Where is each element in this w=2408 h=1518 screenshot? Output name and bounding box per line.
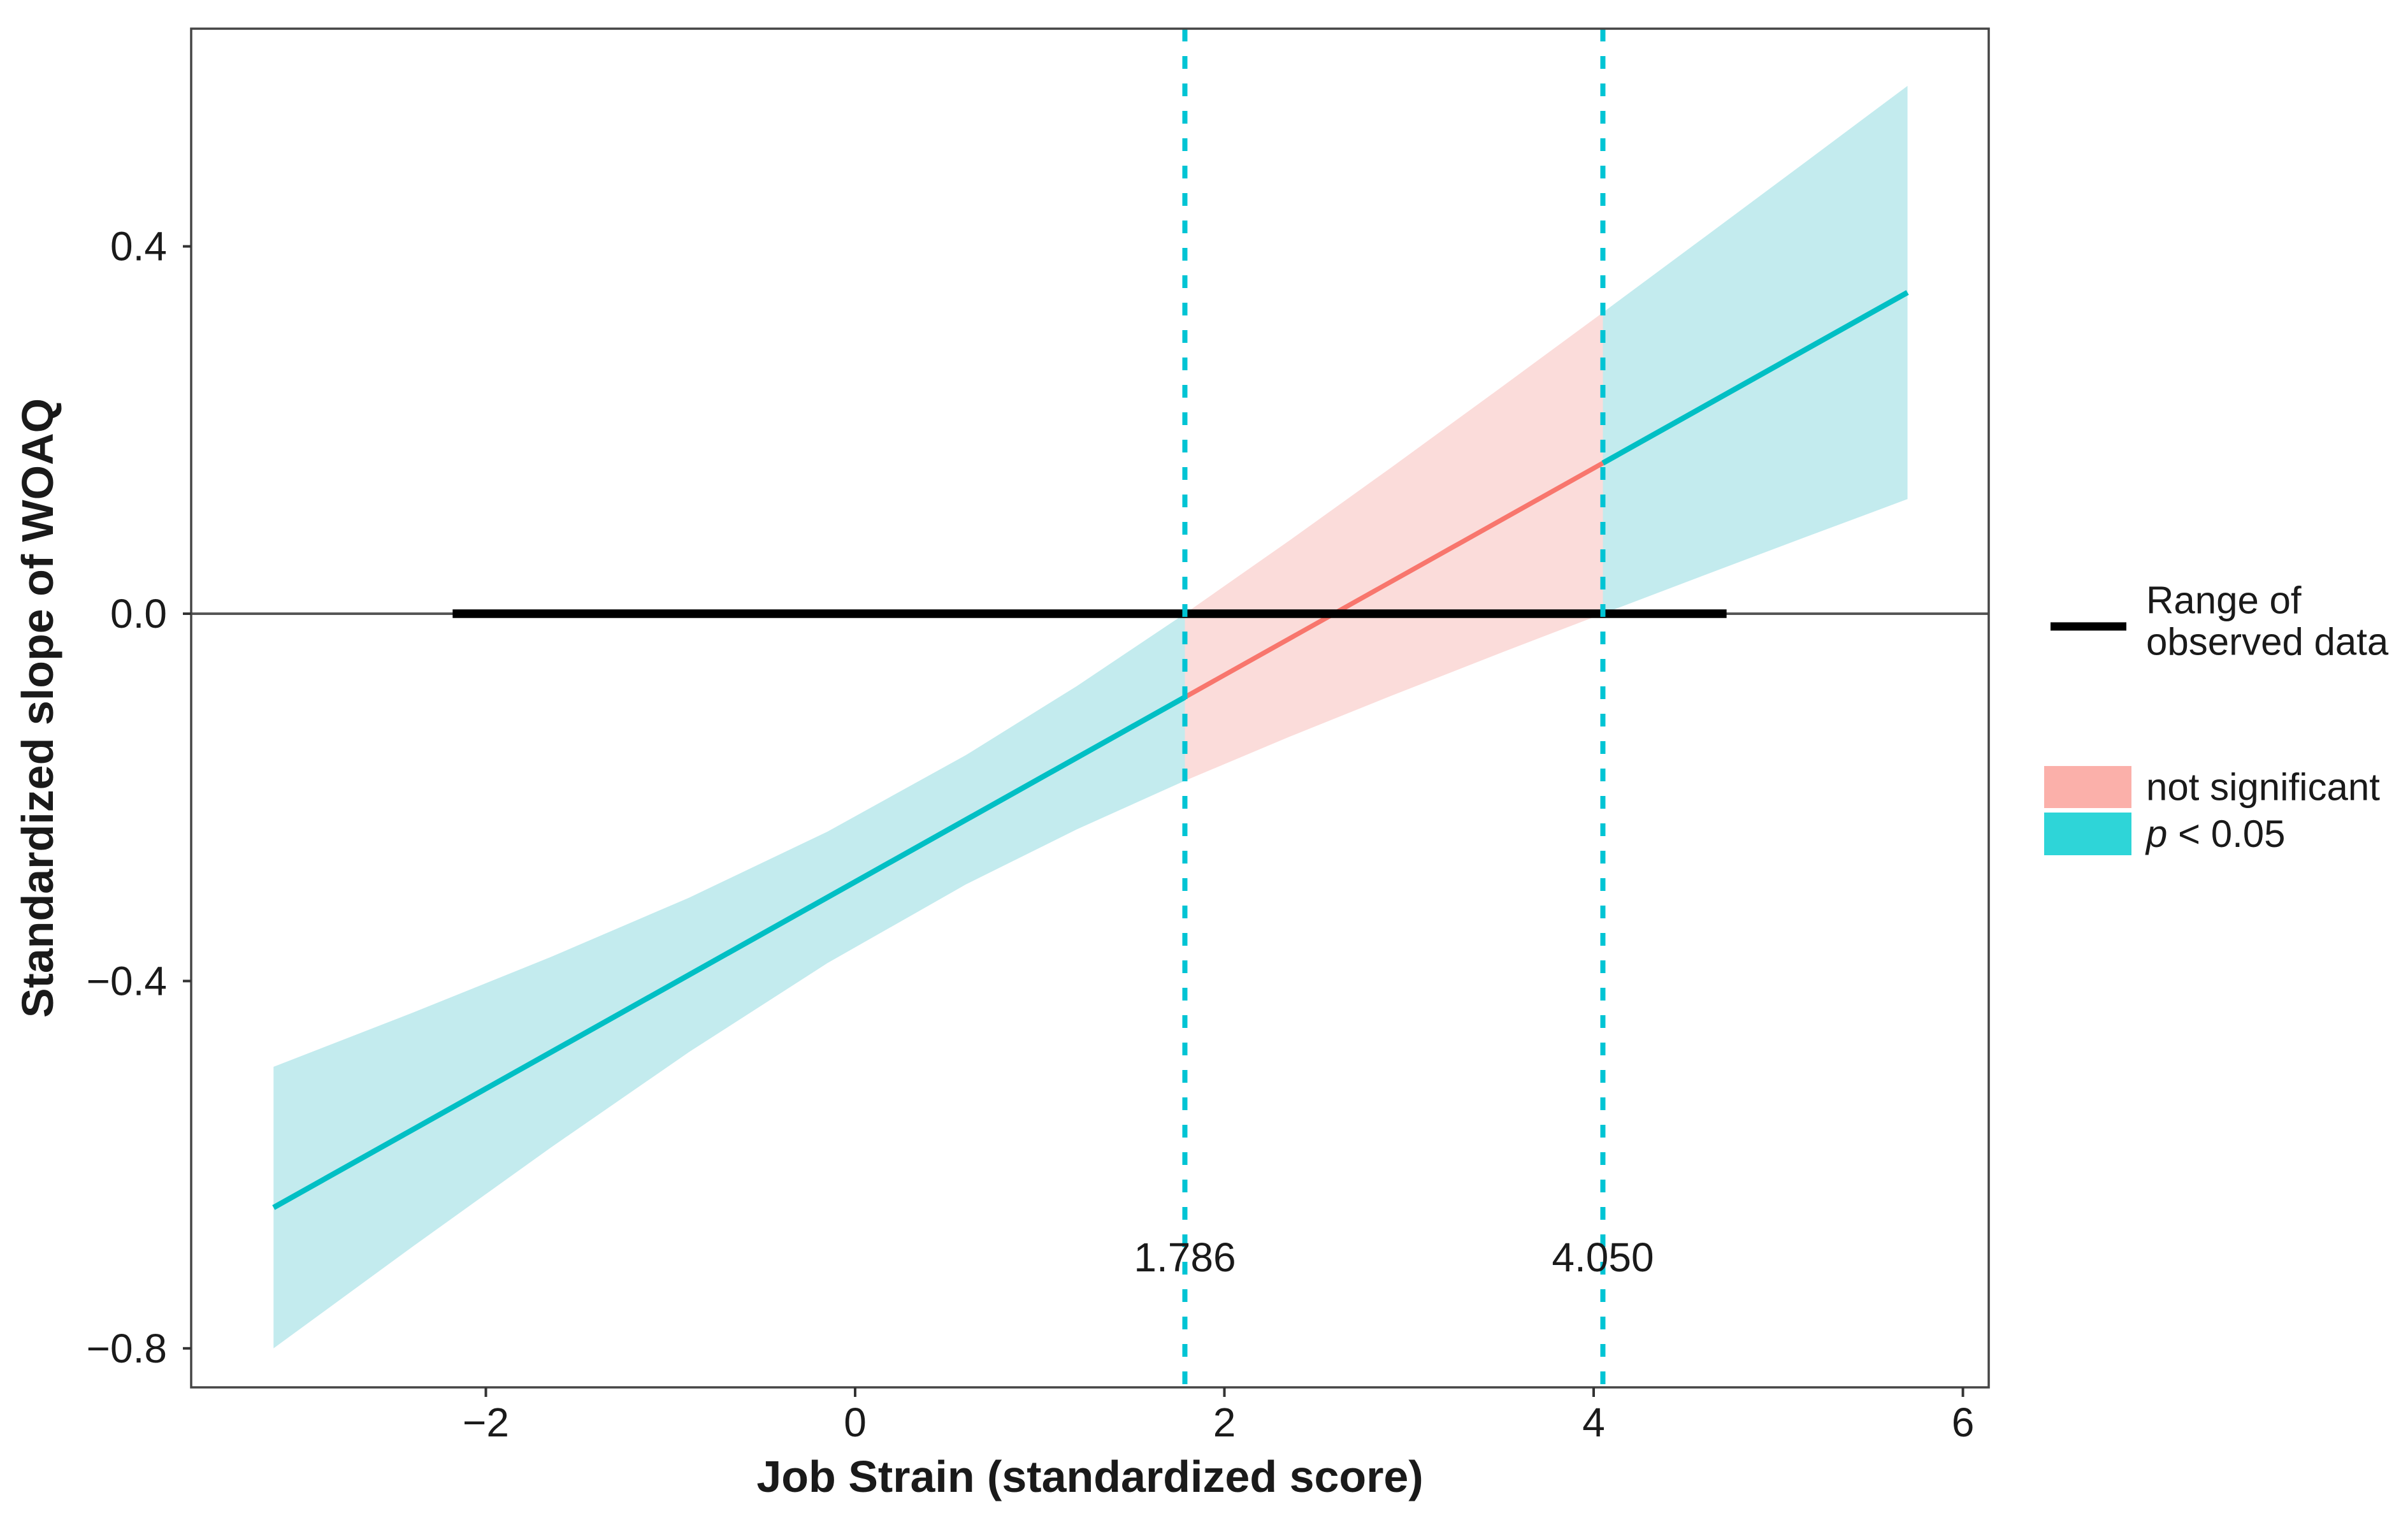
legend-p-threshold: < 0.05 (2167, 813, 2285, 855)
confidence-band-significant-left (273, 614, 1185, 1348)
jn-lower-label: 1.786 (1134, 1234, 1236, 1280)
x-tick-label: 2 (1213, 1399, 1236, 1445)
y-tick-label: 0.4 (110, 224, 167, 270)
x-tick-label: 6 (1952, 1399, 1975, 1445)
legend-significant-label: p < 0.05 (2145, 813, 2286, 855)
y-axis-title: Standardized slope of WOAQ (13, 398, 62, 1018)
legend-p-italic: p (2145, 813, 2167, 855)
legend-observed-range-label-line2: observed data (2146, 621, 2389, 663)
jn-upper-label: 4.050 (1552, 1234, 1654, 1280)
y-tick-label: 0.0 (110, 591, 167, 637)
x-tick-label: 0 (844, 1399, 867, 1445)
y-tick-label: −0.8 (87, 1326, 167, 1371)
slope-line-significant-right (1601, 290, 1909, 466)
slope-line-not-significant (1183, 461, 1604, 700)
legend-not-significant-swatch (2044, 766, 2131, 808)
x-tick-label: 4 (1582, 1399, 1605, 1445)
slope-line-significant-left (272, 695, 1186, 1210)
legend-observed-range-label-line1: Range of (2146, 579, 2302, 622)
plot-panel-border (190, 27, 1990, 1389)
x-tick-label: −2 (463, 1399, 509, 1445)
confidence-band-not-significant (1185, 312, 1603, 781)
confidence-band-significant-right (1603, 85, 1908, 614)
y-tick-label: −0.4 (87, 958, 167, 1004)
x-axis-title: Job Strain (standardized score) (756, 1452, 1423, 1501)
legend-not-significant-label: not significant (2146, 766, 2380, 809)
legend-significant-swatch (2044, 813, 2131, 855)
